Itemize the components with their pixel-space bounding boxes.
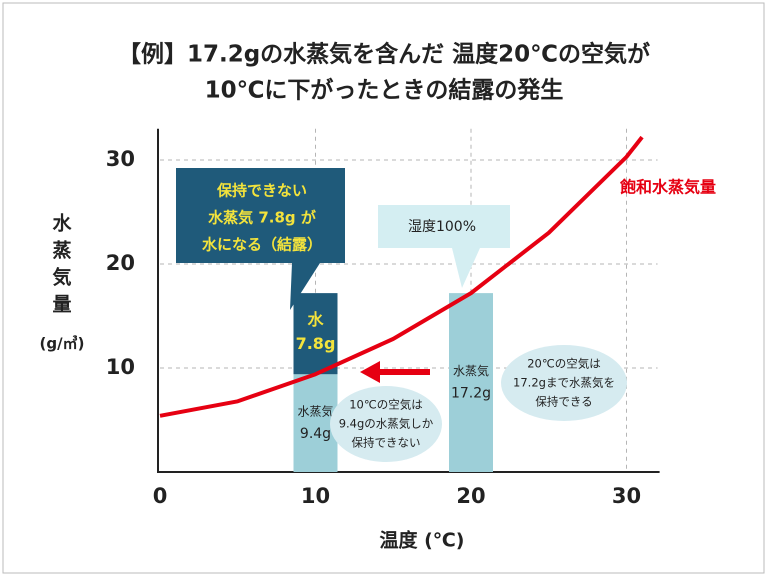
x-tick-label: 0 [153,484,168,508]
saturation-curve [159,135,644,418]
bar-value-label: 9.4g [300,426,331,442]
y-axis-unit: (g/㎥) [40,335,85,353]
x-tick-label: 30 [612,484,641,508]
curve-label: 飽和水蒸気量 [619,178,716,197]
y-tick-label: 30 [106,147,135,171]
callout-text: 湿度100% [408,219,476,235]
bar-name: 水 [307,310,324,329]
bar-name: 水蒸気 [297,404,333,419]
y-axis-label: 蒸 [52,239,71,262]
y-tick-label: 10 [106,355,135,379]
note-text: 10℃の空気は [349,398,423,412]
x-tick-label: 10 [301,484,330,508]
bar-segment [293,293,338,375]
note-text: 9.4gの水蒸気しか [339,417,434,431]
note-text: 17.2gまで水蒸気を [513,376,615,390]
y-axis-label: 量 [52,294,71,316]
bar-value-label: 7.8g [296,334,336,353]
y-tick-label: 20 [106,251,135,275]
note-bubble [330,386,442,462]
y-axis-label: 気 [52,266,71,289]
x-tick-label: 20 [456,484,485,508]
chart-title: 【例】17.2gの水蒸気を含んだ 温度20℃の空気が [118,41,650,68]
callout-text: 保持できない [216,182,307,200]
x-axis-label: 温度 (℃) [380,529,465,552]
y-axis-label: 水 [52,213,72,235]
bar-value-label: 17.2g [451,386,491,402]
bar-name: 水蒸気 [453,363,489,378]
note-bubble [501,345,627,421]
condensation-callout [176,168,345,310]
cooling-arrow-head [360,361,380,383]
chart-title: 10℃に下がったときの結露の発生 [205,77,564,104]
callout-text: 水になる（結露） [202,236,322,254]
note-text: 保持できる [535,395,592,409]
bar-segment [449,293,493,472]
humidity-callout [378,205,510,288]
note-text: 保持できない [352,436,421,450]
note-text: 20℃の空気は [527,357,601,371]
callout-text: 水蒸気 7.8g が [208,209,317,227]
